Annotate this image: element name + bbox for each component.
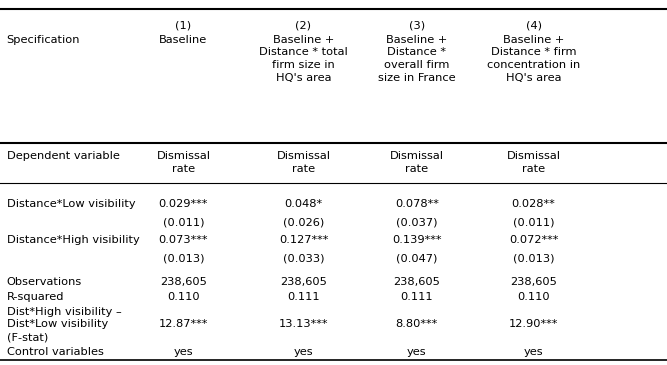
Text: (0.013): (0.013) bbox=[513, 254, 554, 264]
Text: 238,605: 238,605 bbox=[280, 277, 327, 287]
Text: Baseline +
Distance * total
firm size in
HQ's area: Baseline + Distance * total firm size in… bbox=[259, 35, 348, 83]
Text: R-squared: R-squared bbox=[7, 292, 64, 302]
Text: 0.078**: 0.078** bbox=[395, 199, 439, 209]
Text: Baseline +
Distance * firm
concentration in
HQ's area: Baseline + Distance * firm concentration… bbox=[487, 35, 580, 83]
Text: (2): (2) bbox=[295, 20, 311, 30]
Text: yes: yes bbox=[407, 347, 427, 357]
Text: (0.011): (0.011) bbox=[513, 217, 554, 227]
Text: (0.013): (0.013) bbox=[163, 254, 204, 264]
Text: Observations: Observations bbox=[7, 277, 82, 287]
Text: 0.111: 0.111 bbox=[401, 292, 433, 302]
Text: yes: yes bbox=[173, 347, 193, 357]
Text: Dist*Low visibility: Dist*Low visibility bbox=[7, 319, 108, 329]
Text: 0.029***: 0.029*** bbox=[159, 199, 208, 209]
Text: 238,605: 238,605 bbox=[394, 277, 440, 287]
Text: 0.111: 0.111 bbox=[287, 292, 319, 302]
Text: Dist*High visibility –: Dist*High visibility – bbox=[7, 307, 121, 316]
Text: 8.80***: 8.80*** bbox=[396, 319, 438, 329]
Text: 0.048*: 0.048* bbox=[284, 199, 323, 209]
Text: 0.139***: 0.139*** bbox=[392, 235, 442, 245]
Text: 0.110: 0.110 bbox=[518, 292, 550, 302]
Text: Specification: Specification bbox=[7, 35, 80, 45]
Text: (3): (3) bbox=[409, 20, 425, 30]
Text: Dismissal
rate: Dismissal rate bbox=[157, 151, 210, 174]
Text: (4): (4) bbox=[526, 20, 542, 30]
Text: (0.011): (0.011) bbox=[163, 217, 204, 227]
Text: Distance*High visibility: Distance*High visibility bbox=[7, 235, 139, 245]
Text: (0.047): (0.047) bbox=[396, 254, 438, 264]
Text: (0.033): (0.033) bbox=[283, 254, 324, 264]
Text: 12.90***: 12.90*** bbox=[509, 319, 558, 329]
Text: 0.072***: 0.072*** bbox=[509, 235, 558, 245]
Text: Dismissal
rate: Dismissal rate bbox=[277, 151, 330, 174]
Text: Control variables: Control variables bbox=[7, 347, 103, 357]
Text: 0.073***: 0.073*** bbox=[159, 235, 208, 245]
Text: 0.110: 0.110 bbox=[167, 292, 199, 302]
Text: Baseline: Baseline bbox=[159, 35, 207, 45]
Text: Baseline +
Distance *
overall firm
size in France: Baseline + Distance * overall firm size … bbox=[378, 35, 456, 83]
Text: 0.127***: 0.127*** bbox=[279, 235, 328, 245]
Text: (0.037): (0.037) bbox=[396, 217, 438, 227]
Text: Dependent variable: Dependent variable bbox=[7, 151, 119, 161]
Text: (F-stat): (F-stat) bbox=[7, 333, 48, 343]
Text: 12.87***: 12.87*** bbox=[159, 319, 208, 329]
Text: 238,605: 238,605 bbox=[510, 277, 557, 287]
Text: (0.026): (0.026) bbox=[283, 217, 324, 227]
Text: 13.13***: 13.13*** bbox=[279, 319, 328, 329]
Text: (1): (1) bbox=[175, 20, 191, 30]
Text: yes: yes bbox=[293, 347, 313, 357]
Text: Dismissal
rate: Dismissal rate bbox=[507, 151, 560, 174]
Text: 0.028**: 0.028** bbox=[512, 199, 556, 209]
Text: Dismissal
rate: Dismissal rate bbox=[390, 151, 444, 174]
Text: yes: yes bbox=[524, 347, 544, 357]
Text: Distance*Low visibility: Distance*Low visibility bbox=[7, 199, 135, 209]
Text: 238,605: 238,605 bbox=[160, 277, 207, 287]
